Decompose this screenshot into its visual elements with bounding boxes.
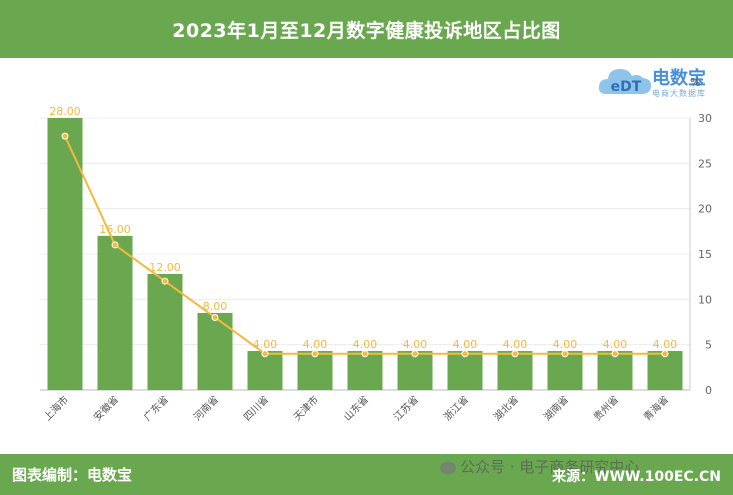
bar — [247, 351, 283, 390]
line-point — [461, 350, 469, 358]
line-point — [661, 350, 669, 358]
line-point — [111, 241, 119, 249]
data-label: 28.00 — [49, 105, 81, 118]
x-tick-label: 湖北省 — [491, 393, 521, 423]
data-label: 16.00 — [99, 223, 131, 236]
y-tick-label: 15 — [698, 248, 712, 261]
x-tick-label: 贵州省 — [591, 393, 621, 423]
y-tick-label: 30 — [698, 112, 712, 125]
line-point — [161, 277, 169, 285]
line-point — [511, 350, 519, 358]
x-tick-label: 江苏省 — [391, 393, 421, 423]
data-label: 4.00 — [453, 338, 478, 351]
bar — [97, 235, 133, 390]
bar — [447, 351, 483, 390]
x-tick-label: 浙江省 — [441, 393, 471, 423]
y-tick-label: 10 — [698, 293, 712, 306]
line-point — [411, 350, 419, 358]
line-point — [611, 350, 619, 358]
bar — [397, 351, 433, 390]
data-label: 4.00 — [653, 338, 678, 351]
data-label: 4.00 — [503, 338, 528, 351]
footer-bar: 图表编制：电数宝 公众号 · 电子商务研究中心 来源：WWW.100EC.CN — [0, 454, 733, 495]
data-label: 4.00 — [553, 338, 578, 351]
y-tick-label: 5 — [705, 339, 712, 352]
bar — [597, 351, 633, 390]
wechat-text: 公众号 · 电子商务研究中心 — [460, 458, 640, 476]
bar — [347, 351, 383, 390]
bar-chart: 051015202530上海市 安徽省 广东省 河南省 四川省 天津市 山东省 江苏省 浙江省湖… — [40, 105, 712, 423]
cloud-logo-icon: eDT — [598, 69, 652, 95]
data-label: 4.00 — [603, 338, 628, 351]
wechat-watermark: 公众号 · 电子商务研究中心 — [440, 456, 639, 477]
line-point — [61, 132, 69, 140]
data-label: 4.00 — [303, 338, 328, 351]
line-point — [261, 350, 269, 358]
bar — [497, 351, 533, 390]
bar — [297, 351, 333, 390]
y-tick-label: 25 — [698, 157, 712, 170]
source-label: 来源：WWW.100EC.CN — [552, 469, 721, 485]
data-label: 8.00 — [203, 300, 228, 313]
x-tick-label: 上海市 — [41, 393, 71, 423]
logo-tagline: 电商大数据库 — [652, 89, 706, 98]
line-point — [561, 350, 569, 358]
bar — [147, 273, 183, 390]
data-label: 4.00 — [253, 338, 278, 351]
header-bar: 2023年1月至12月数字健康投诉地区占比图 — [0, 0, 733, 58]
made-by-label: 图表编制：电数宝 — [12, 466, 133, 484]
x-tick-label: 山东省 — [341, 393, 371, 423]
bar — [547, 351, 583, 390]
bar — [647, 351, 683, 390]
x-tick-label: 天津市 — [291, 393, 321, 423]
x-tick-label: 青海省 — [641, 393, 671, 423]
x-tick-label: 广东省 — [141, 393, 171, 423]
y-tick-label: 20 — [698, 203, 712, 216]
logo: eDT 电数宝 电商大数据库 — [588, 58, 728, 104]
y-tick-label: 0 — [705, 384, 712, 397]
line-point — [311, 350, 319, 358]
x-tick-label: 安徽省 — [91, 393, 121, 423]
data-label: 4.00 — [353, 338, 378, 351]
y-axis-unit: % — [690, 76, 701, 89]
line-point — [211, 313, 219, 321]
logo-brand: 电数宝 — [652, 68, 706, 89]
x-tick-label: 湖南省 — [541, 393, 571, 423]
chart-title: 2023年1月至12月数字健康投诉地区占比图 — [172, 19, 561, 42]
logo-mark: eDT — [611, 79, 642, 95]
x-tick-label: 四川省 — [241, 393, 271, 423]
data-label: 12.00 — [149, 261, 181, 274]
bar — [197, 312, 233, 390]
bar — [47, 118, 83, 390]
wechat-icon — [440, 461, 456, 474]
data-label: 4.00 — [403, 338, 428, 351]
x-tick-label: 河南省 — [191, 393, 221, 423]
line-point — [361, 350, 369, 358]
